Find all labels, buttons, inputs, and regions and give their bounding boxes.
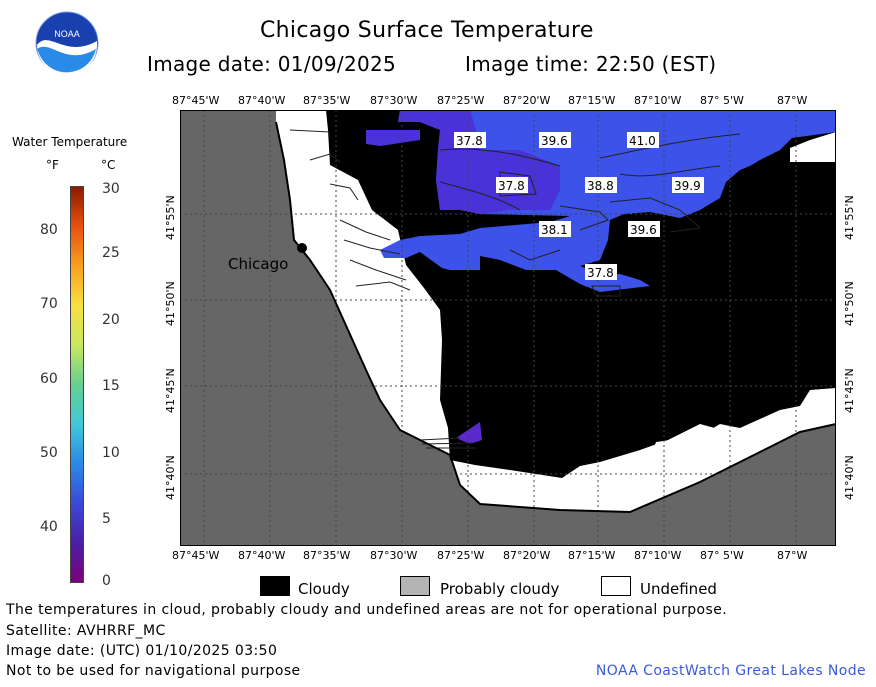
c-tick: 30 <box>102 181 120 197</box>
lon-label-bottom: 87°45'W <box>172 549 220 562</box>
temp-label: 38.1 <box>541 223 568 237</box>
image-date: Image date: 01/09/2025 <box>147 52 397 76</box>
lon-label-top: 87°30'W <box>370 94 418 107</box>
f-tick: 40 <box>40 519 58 535</box>
probably-cloudy-swatch <box>400 576 430 596</box>
lon-label-top: 87°40'W <box>238 94 286 107</box>
footer-note: The temperatures in cloud, probably clou… <box>6 602 728 618</box>
undefined-label: Undefined <box>640 580 717 598</box>
lon-label-bottom: 87° 5'W <box>700 549 744 562</box>
image-time: Image time: 22:50 (EST) <box>465 52 717 76</box>
lon-label-top: 87°W <box>777 94 808 107</box>
city-label: Chicago <box>228 255 288 273</box>
lat-label-left: 41°45'N <box>164 368 177 413</box>
lat-label-right: 41°40'N <box>843 455 856 500</box>
lat-label-left: 41°50'N <box>164 281 177 326</box>
lon-label-top: 87°15'W <box>568 94 616 107</box>
unit-celsius: °C <box>101 158 116 172</box>
lat-label-left: 41°55'N <box>164 195 177 240</box>
footer-satellite: Satellite: AVHRRF_MC <box>6 623 166 639</box>
c-tick: 25 <box>102 245 120 261</box>
page-title: Chicago Surface Temperature <box>260 18 594 43</box>
c-tick: 0 <box>102 573 111 589</box>
f-tick: 80 <box>40 222 58 238</box>
temp-label: 41.0 <box>629 134 656 148</box>
lon-label-bottom: 87°40'W <box>238 549 286 562</box>
lat-label-right: 41°55'N <box>843 195 856 240</box>
probably-cloudy-label: Probably cloudy <box>440 580 560 598</box>
footer-utc-date: Image date: (UTC) 01/10/2025 03:50 <box>6 643 278 659</box>
unit-fahrenheit: °F <box>46 158 59 172</box>
lon-label-bottom: 87°25'W <box>437 549 485 562</box>
c-tick: 15 <box>102 378 120 394</box>
lon-label-top: 87°20'W <box>503 94 551 107</box>
lon-label-top: 87°25'W <box>437 94 485 107</box>
lat-label-left: 41°40'N <box>164 455 177 500</box>
lon-label-bottom: 87°15'W <box>568 549 616 562</box>
undefined-area <box>580 388 836 502</box>
land-area <box>180 110 836 546</box>
c-tick: 5 <box>102 511 111 527</box>
lat-label-right: 41°50'N <box>843 281 856 326</box>
temperature-colorbar <box>70 186 84 583</box>
temp-label: 37.8 <box>498 179 525 193</box>
f-tick: 50 <box>40 445 58 461</box>
lon-label-bottom: 87°10'W <box>634 549 682 562</box>
lon-label-top: 87°45'W <box>172 94 220 107</box>
lon-label-bottom: 87°20'W <box>503 549 551 562</box>
lon-label-top: 87°10'W <box>634 94 682 107</box>
temp-label: 37.8 <box>456 134 483 148</box>
lon-label-bottom: 87°30'W <box>370 549 418 562</box>
temp-label: 38.8 <box>587 179 614 193</box>
cloudy-label: Cloudy <box>298 580 350 598</box>
noaa-logo: NOAA <box>35 11 99 75</box>
c-tick: 20 <box>102 312 120 328</box>
lon-label-bottom: 87°W <box>777 549 808 562</box>
chicago-marker <box>297 243 307 253</box>
temperature-map: 37.8 39.6 41.0 37.8 38.8 39.9 38.1 39.6 … <box>180 110 836 546</box>
c-tick: 10 <box>102 445 120 461</box>
credit-text: NOAA CoastWatch Great Lakes Node <box>595 663 866 679</box>
lon-label-top: 87° 5'W <box>700 94 744 107</box>
f-tick: 70 <box>40 296 58 312</box>
temp-label: 39.6 <box>630 223 657 237</box>
undefined-swatch <box>601 576 631 596</box>
lon-label-top: 87°35'W <box>303 94 351 107</box>
cloudy-swatch <box>260 576 290 596</box>
f-tick: 60 <box>40 371 58 387</box>
logo-text: NOAA <box>54 29 80 39</box>
footer-navigation-warning: Not to be used for navigational purpose <box>6 663 301 679</box>
temp-label: 39.9 <box>674 179 701 193</box>
temp-label: 37.8 <box>587 266 614 280</box>
temp-label: 39.6 <box>541 134 568 148</box>
lon-label-bottom: 87°35'W <box>303 549 351 562</box>
lat-label-right: 41°45'N <box>843 368 856 413</box>
legend-title: Water Temperature <box>12 135 128 149</box>
